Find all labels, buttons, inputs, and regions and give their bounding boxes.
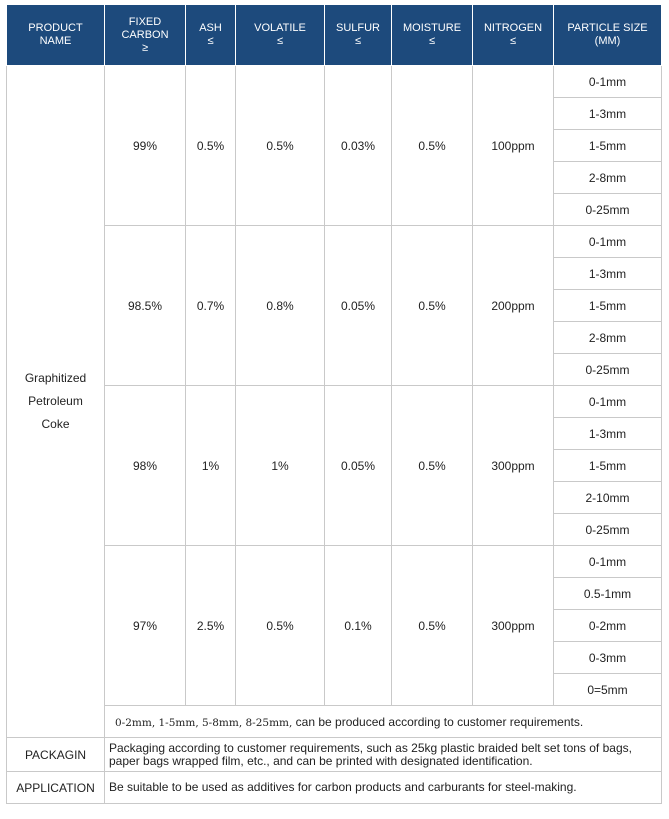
packaging-row: PACKAGIN Packaging according to customer… — [6, 737, 662, 772]
particle-size-cell: 1-3mm — [553, 417, 662, 450]
particle-size-cell: 0-25mm — [553, 193, 662, 226]
header-product-name: PRODUCT NAME — [6, 4, 105, 66]
particle-size-cell: 1-3mm — [553, 257, 662, 290]
header-volatile: VOLATILE ≤ — [235, 4, 325, 66]
moisture-cell: 0.5% — [391, 545, 473, 706]
table-row: 0-25mm — [7, 353, 662, 386]
header-ash: ASH ≤ — [185, 4, 236, 66]
application-label: APPLICATION — [6, 771, 105, 804]
particle-size-cell: 1-3mm — [553, 97, 662, 130]
table-row: 0-25mm — [7, 513, 662, 546]
custom-size-text: can be produced according to customer re… — [292, 714, 584, 729]
table-row: 1-5mm — [7, 289, 662, 322]
particle-size-cell: 0-2mm — [553, 609, 662, 642]
fixed-carbon-cell: 97% — [104, 545, 186, 706]
product-spec-table: PRODUCT NAME FIXED CARBON ≥ ASH ≤ VOLATILE ≤ … — [6, 4, 662, 804]
table-row: 1-3mm — [7, 417, 662, 450]
particle-size-cell: 0-1mm — [553, 225, 662, 258]
ash-cell: 1% — [185, 385, 236, 546]
sulfur-cell: 0.05% — [324, 225, 392, 386]
moisture-cell: 0.5% — [391, 65, 473, 226]
nitrogen-cell: 200ppm — [472, 225, 554, 386]
moisture-cell: 0.5% — [391, 385, 473, 546]
custom-sizes: 0-2mm, 1-5mm, 5-8mm, 8-25mm, — [115, 716, 293, 729]
table-row: 98% 1% 1% 0.05% 0.5% 300ppm 0-1mm — [7, 385, 662, 546]
table-row: 0.5-1mm — [7, 577, 662, 610]
fixed-carbon-cell: 99% — [104, 65, 186, 226]
particle-size-cell: 0-1mm — [553, 385, 662, 418]
particle-size-cell: 0-1mm — [553, 545, 662, 578]
nitrogen-cell: 300ppm — [472, 545, 554, 706]
fixed-carbon-cell: 98% — [104, 385, 186, 546]
table-row: 1-5mm — [7, 449, 662, 482]
table-row: 0-3mm — [7, 641, 662, 674]
volatile-cell: 0.8% — [235, 225, 325, 386]
table-row: Graphitized Petroleum Coke 99% 0.5% 0.5% 0… — [6, 65, 662, 738]
particle-size-cell: 0-25mm — [553, 513, 662, 546]
ash-cell: 0.7% — [185, 225, 236, 386]
particle-size-cell: 0-25mm — [553, 353, 662, 386]
table-row: 1-5mm — [7, 129, 662, 162]
note-row: 0-2mm, 1-5mm, 5-8mm, 8-25mm, can be prod… — [7, 705, 662, 738]
table-row: 0=5mm — [7, 673, 662, 706]
packaging-label: PACKAGIN — [6, 737, 105, 772]
volatile-cell: 0.5% — [235, 65, 325, 226]
header-moisture: MOISTURE ≤ — [391, 4, 473, 66]
application-row: APPLICATION Be suitable to be used as ad… — [6, 771, 662, 804]
fixed-carbon-cell: 98.5% — [104, 225, 186, 386]
particle-size-cell: 0-3mm — [553, 641, 662, 674]
table-row: 1-3mm — [7, 257, 662, 290]
header-sulfur: SULFUR ≤ — [324, 4, 392, 66]
particle-size-cell: 0=5mm — [553, 673, 662, 706]
particle-size-cell: 0-1mm — [553, 65, 662, 98]
particle-size-cell: 2-8mm — [553, 321, 662, 354]
sulfur-cell: 0.05% — [324, 385, 392, 546]
table-row: 1-3mm — [7, 97, 662, 130]
volatile-cell: 1% — [235, 385, 325, 546]
table-row: 0-2mm — [7, 609, 662, 642]
particle-size-cell: 0.5-1mm — [553, 577, 662, 610]
header-row: PRODUCT NAME FIXED CARBON ≥ ASH ≤ VOLATILE ≤ … — [6, 4, 662, 66]
particle-size-cell: 1-5mm — [553, 129, 662, 162]
volatile-cell: 0.5% — [235, 545, 325, 706]
particle-size-cell: 1-5mm — [553, 449, 662, 482]
table-row: 0-25mm — [7, 193, 662, 226]
application-text: Be suitable to be used as additives for … — [104, 771, 662, 804]
table-row: 2-8mm — [7, 321, 662, 354]
particle-size-cell: 2-10mm — [553, 481, 662, 514]
header-fixed-carbon: FIXED CARBON ≥ — [104, 4, 186, 66]
table-row: 2-10mm — [7, 481, 662, 514]
nitrogen-cell: 300ppm — [472, 385, 554, 546]
custom-size-note: 0-2mm, 1-5mm, 5-8mm, 8-25mm, can be prod… — [104, 705, 662, 738]
table-row: 97% 2.5% 0.5% 0.1% 0.5% 300ppm 0-1mm — [7, 545, 662, 706]
header-nitrogen: NITROGEN ≤ — [472, 4, 554, 66]
sulfur-cell: 0.03% — [324, 65, 392, 226]
nitrogen-cell: 100ppm — [472, 65, 554, 226]
particle-size-cell: 2-8mm — [553, 161, 662, 194]
ash-cell: 0.5% — [185, 65, 236, 226]
packaging-text: Packaging according to customer requirem… — [104, 737, 662, 772]
ash-cell: 2.5% — [185, 545, 236, 706]
header-particle-size: PARTICLE SIZE (MM) — [553, 4, 662, 66]
moisture-cell: 0.5% — [391, 225, 473, 386]
sulfur-cell: 0.1% — [324, 545, 392, 706]
table-row: 98.5% 0.7% 0.8% 0.05% 0.5% 200ppm 0-1mm — [7, 225, 662, 386]
product-name-cell: Graphitized Petroleum Coke — [6, 65, 105, 738]
particle-size-cell: 1-5mm — [553, 289, 662, 322]
